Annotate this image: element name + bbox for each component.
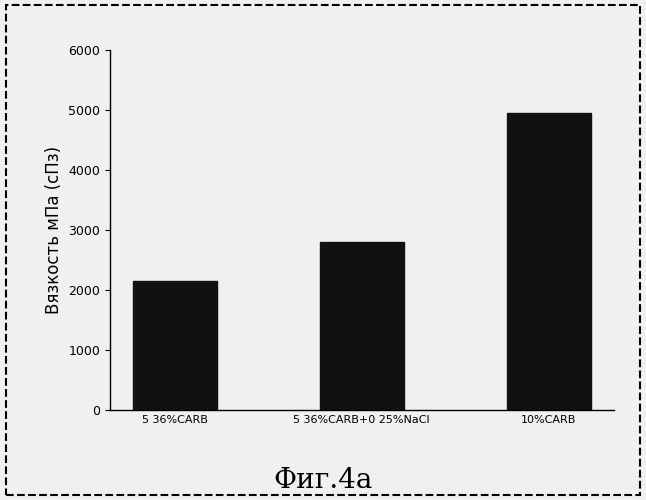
Bar	[320, 242, 404, 410]
Text: Фиг.4a: Фиг.4a	[273, 466, 373, 493]
Bar	[132, 281, 217, 410]
Bar	[506, 113, 591, 410]
Y-axis label: Вязкость мПа (сПз): Вязкость мПа (сПз)	[45, 146, 63, 314]
